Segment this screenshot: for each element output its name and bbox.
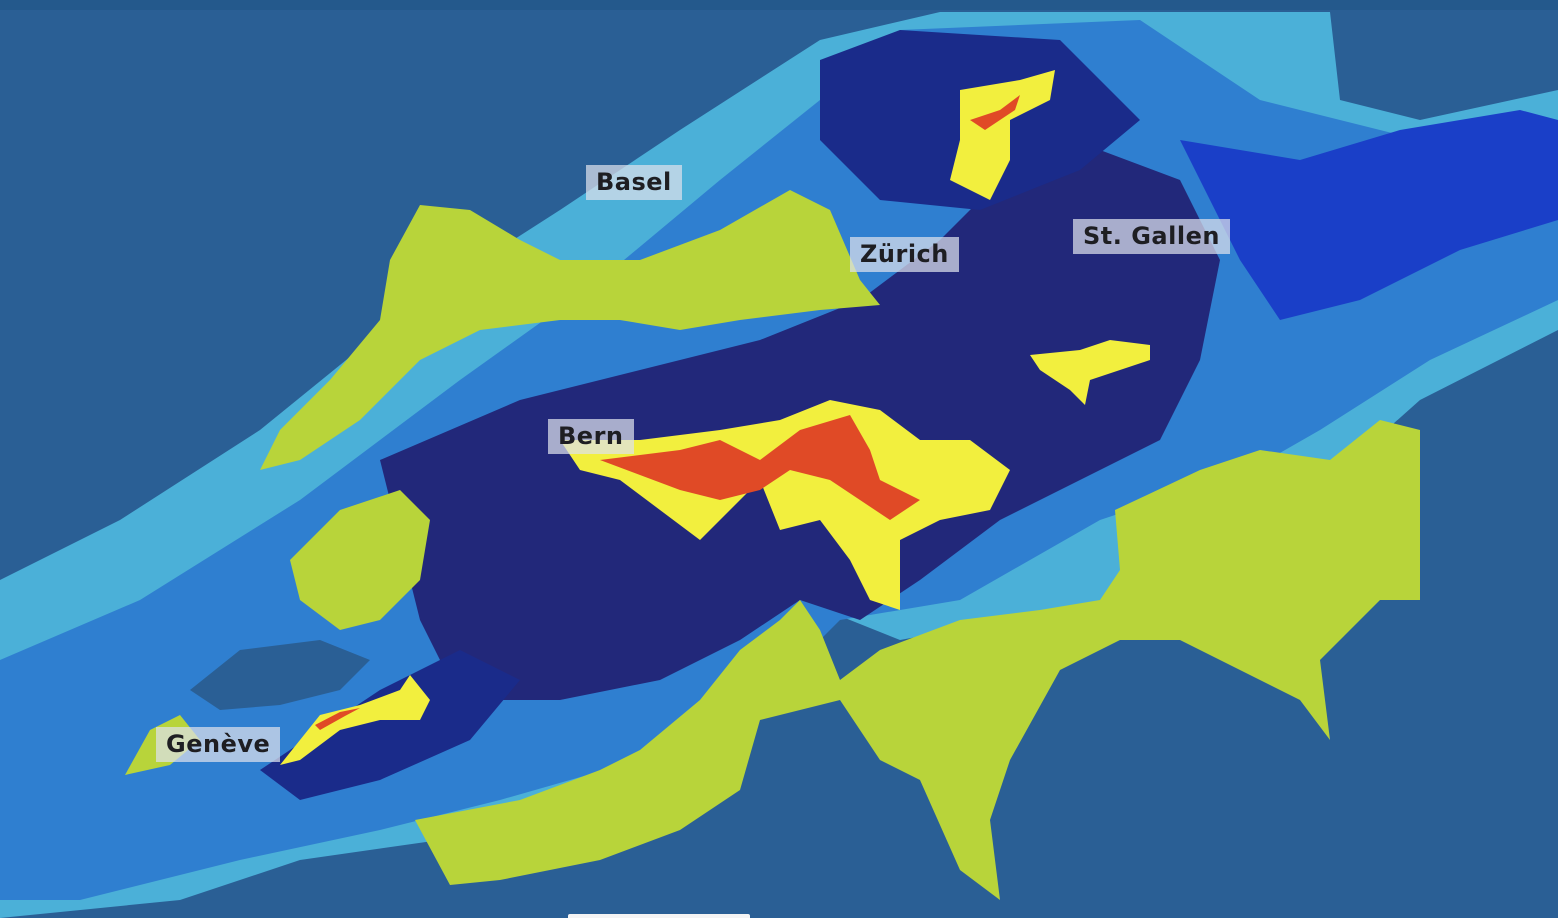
dry-area-north bbox=[260, 190, 880, 470]
precip-red-geneva bbox=[315, 708, 360, 730]
precip-blue-east bbox=[1180, 110, 1558, 320]
precip-dark-geneva bbox=[260, 650, 520, 800]
city-label-st-gallen[interactable]: St. Gallen bbox=[1073, 219, 1230, 254]
dry-area-west bbox=[290, 490, 430, 630]
city-label-bern[interactable]: Bern bbox=[548, 419, 634, 454]
city-label-geneve[interactable]: Genève bbox=[156, 727, 281, 762]
city-label-zurich[interactable]: Zürich bbox=[850, 237, 959, 272]
bottom-handle[interactable] bbox=[568, 914, 750, 918]
lake-geneva bbox=[190, 640, 370, 710]
city-label-basel[interactable]: Basel bbox=[586, 165, 682, 200]
precip-yellow-north bbox=[950, 70, 1055, 200]
map-top-edge bbox=[0, 0, 1558, 10]
precip-yellow-stgallen bbox=[1030, 340, 1150, 405]
dry-area-valais bbox=[415, 420, 1420, 900]
precip-yellow-geneva bbox=[280, 675, 430, 765]
precip-red-bern bbox=[600, 415, 920, 520]
precip-red-north bbox=[970, 95, 1020, 130]
